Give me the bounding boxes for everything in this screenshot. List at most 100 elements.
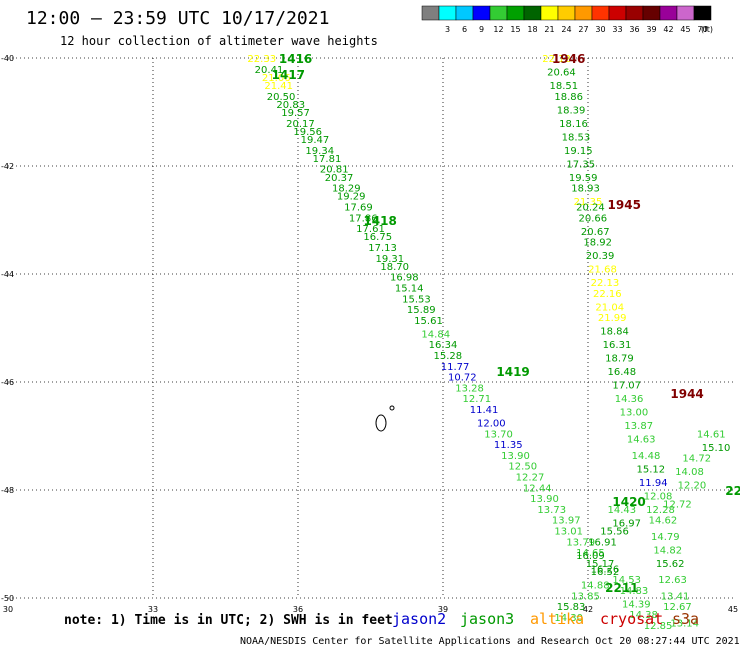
y-tick-label: -46 — [1, 378, 14, 387]
swh-point: 14.36 — [615, 394, 644, 405]
swh-point: 14.53 — [612, 575, 641, 586]
legend-label: 15 — [510, 25, 520, 34]
swh-point: 15.83 — [557, 602, 586, 613]
legend-label: 21 — [544, 25, 554, 34]
satellite-name: cryosat — [600, 610, 663, 628]
swh-point: 14.65 — [576, 548, 605, 559]
pass-time-label: 1945 — [608, 198, 641, 212]
swh-point: 14.82 — [653, 545, 682, 556]
swh-point: 21.04 — [595, 302, 624, 313]
swh-point: 15.14 — [395, 284, 424, 295]
legend-swatch — [642, 5, 661, 21]
y-tick-label: -40 — [1, 54, 14, 63]
legend-label: 70 — [697, 25, 707, 34]
swh-point: 19.57 — [281, 108, 310, 119]
swh-point: 14.38 — [629, 610, 658, 621]
swh-point: 13.79 — [566, 537, 595, 548]
satellite-name: jason2 — [392, 610, 446, 628]
swh-point: 16.98 — [390, 273, 419, 284]
swh-point: 12.27 — [516, 473, 545, 484]
x-tick-label: 42 — [583, 605, 593, 614]
chart-title: 12:00 – 23:59 UTC 10/17/2021 — [26, 8, 329, 29]
legend-label: 30 — [595, 25, 605, 34]
footer-note: note: 1) Time is in UTC; 2) SWH is in fe… — [64, 613, 393, 628]
swh-points: 22.3320.4121.0621.4120.5020.8319.5720.17… — [247, 54, 730, 632]
swh-point: 18.79 — [605, 354, 634, 365]
y-tick-label: -44 — [1, 270, 14, 279]
plot-grid — [8, 57, 733, 599]
swh-point: 17.35 — [566, 159, 595, 170]
swh-point: 22.12 — [542, 54, 571, 65]
swh-point: 13.85 — [571, 591, 600, 602]
swh-point: 19.56 — [293, 127, 322, 138]
swh-point: 19.15 — [564, 146, 593, 157]
legend-swatch — [676, 5, 695, 21]
swh-point: 21.06 — [262, 73, 291, 84]
x-tick-label: 45 — [728, 605, 738, 614]
swh-point: 18.16 — [559, 119, 588, 130]
pass-labels: 1416 1417 1418 1419 1420 2211 1946 1945 1944 221 — [272, 52, 740, 595]
swh-point: 20.66 — [579, 213, 608, 224]
legend-label: 42 — [663, 25, 673, 34]
swh-point: 12.67 — [663, 602, 692, 613]
swh-point: 15.89 — [407, 305, 436, 316]
color-legend: 3 6 9 12 15 18 21 24 27 30 33 36 39 42 45 70(ft) — [421, 5, 713, 34]
swh-point: 13.90 — [501, 451, 530, 462]
swh-point: 22.16 — [593, 289, 622, 300]
swh-point: 15.62 — [656, 559, 685, 570]
swh-point: 20.37 — [325, 173, 354, 184]
x-tick-label: 39 — [438, 605, 448, 614]
swh-point: 21.41 — [264, 81, 293, 92]
swh-point: 17.13 — [368, 243, 397, 254]
legend-swatch — [574, 5, 593, 21]
chart-subtitle: 12 hour collection of altimeter wave hei… — [60, 34, 378, 48]
x-tick-label: 33 — [148, 605, 158, 614]
swh-point: 12.63 — [658, 575, 687, 586]
swh-point: 14.83 — [620, 586, 649, 597]
footer: note: 1) Time is in UTC; 2) SWH is in fe… — [64, 610, 740, 647]
pass-time-label: 1418 — [363, 214, 396, 228]
legend-swatch — [506, 5, 525, 21]
swh-point: 16.97 — [612, 518, 641, 529]
swh-point: 12.44 — [523, 483, 552, 494]
swh-point: 14.88 — [581, 581, 610, 592]
swh-point: 14.62 — [649, 516, 678, 527]
swh-point: 16.48 — [608, 367, 637, 378]
footer-credit: NOAA/NESDIS Center for Satellite Applica… — [240, 636, 740, 647]
legend-label: 12 — [493, 25, 503, 34]
legend-label: 27 — [578, 25, 588, 34]
satellite-legend: jason2 jason3 altika cryosat s3a — [392, 610, 699, 628]
swh-point: 15.28 — [434, 351, 463, 362]
swh-point: 14.39 — [622, 599, 651, 610]
pass-time-label: 1946 — [552, 52, 585, 66]
swh-point: 19.34 — [305, 146, 334, 157]
satellite-name: altika — [530, 610, 584, 628]
swh-point: 14.84 — [421, 329, 450, 340]
swh-point: 17.69 — [344, 203, 373, 214]
swh-point: 15.53 — [402, 294, 431, 305]
swh-point: 12.08 — [644, 491, 673, 502]
swh-point: 16.52 — [591, 567, 620, 578]
legend-swatch — [489, 5, 508, 21]
swh-point: 13.28 — [455, 383, 484, 394]
swh-point: 15.61 — [414, 316, 443, 327]
swh-point: 10.72 — [448, 373, 477, 384]
legend-label: 33 — [612, 25, 622, 34]
swh-point: 17.81 — [313, 154, 342, 165]
legend-swatch — [523, 5, 542, 21]
legend-swatch — [693, 5, 712, 21]
swh-point: 18.84 — [600, 327, 629, 338]
swh-point: 22.13 — [591, 278, 620, 289]
legend-label: 3 — [445, 25, 450, 34]
islet-shape — [389, 405, 395, 411]
legend-swatch — [608, 5, 627, 21]
swh-point: 11.41 — [470, 405, 499, 416]
swh-point: 11.35 — [494, 440, 523, 451]
swh-point: 19.47 — [301, 135, 330, 146]
swh-point: 12.00 — [477, 419, 506, 430]
swh-point: 12.50 — [508, 462, 537, 473]
swh-point: 16.26 — [591, 564, 620, 575]
swh-point: 14.30 — [554, 613, 583, 624]
swh-point: 17.07 — [612, 381, 641, 392]
